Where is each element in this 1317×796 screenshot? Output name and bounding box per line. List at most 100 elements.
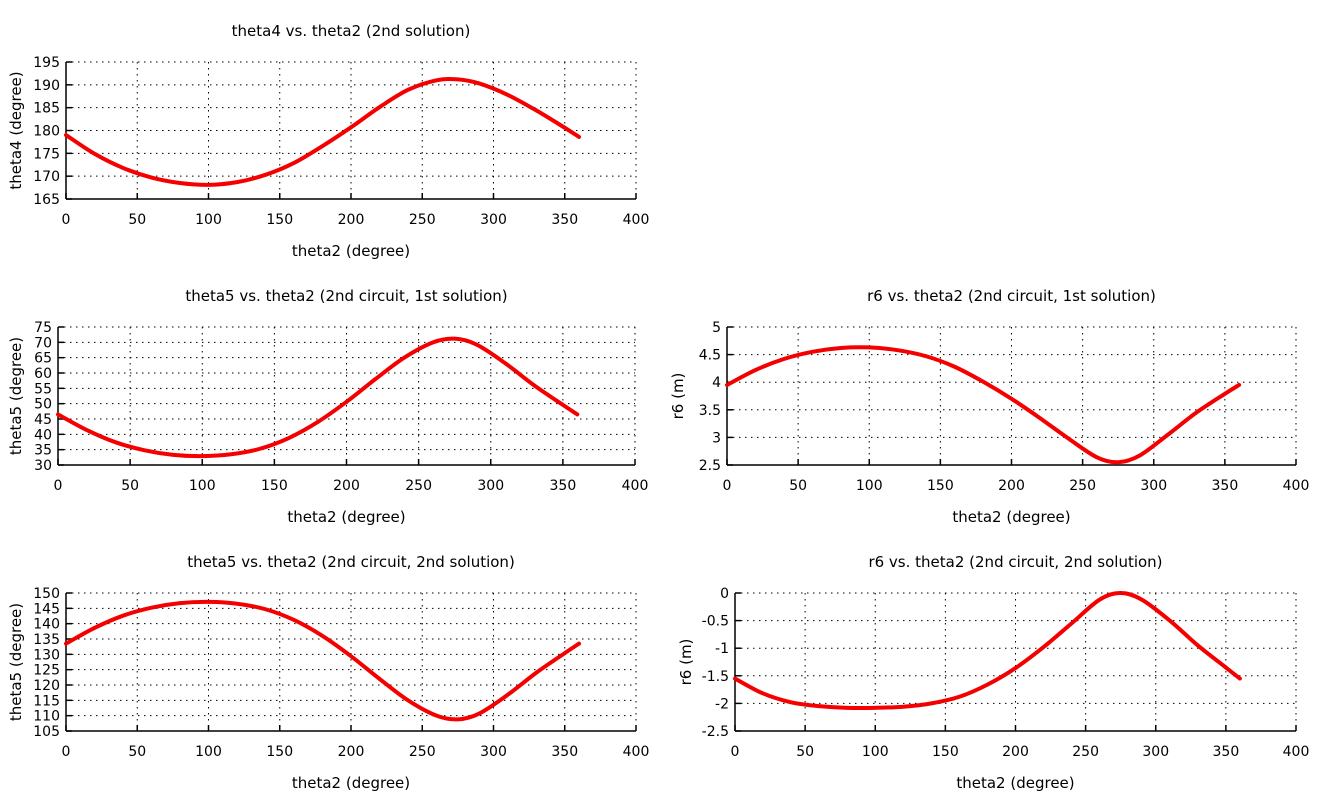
chart-title: theta4 vs. theta2 (2nd solution) — [232, 22, 471, 40]
y-tick-label: 50 — [34, 397, 52, 413]
x-tick-label: 300 — [480, 744, 507, 760]
y-tick-label: 4.5 — [699, 348, 721, 364]
y-axis-label: r6 (m) — [669, 373, 687, 420]
y-tick-label: 45 — [34, 412, 52, 428]
x-tick-label: 350 — [551, 744, 578, 760]
x-tick-label: 350 — [551, 212, 578, 228]
x-tick-label: 0 — [731, 744, 740, 760]
y-tick-label: 70 — [34, 335, 52, 351]
x-axis-label: theta2 (degree) — [952, 508, 1070, 526]
y-tick-label: 185 — [33, 101, 60, 117]
y-tick-label: 120 — [33, 678, 60, 694]
y-tick-label: 170 — [33, 169, 60, 185]
y-tick-label: 40 — [34, 427, 52, 443]
y-tick-label: 125 — [33, 663, 60, 679]
x-tick-label: 250 — [1069, 478, 1096, 494]
chart-title: r6 vs. theta2 (2nd circuit, 1st solution… — [867, 287, 1156, 305]
y-tick-label: 60 — [34, 366, 52, 382]
chart-5: 0 50 100 150 200 250 300 350 400 -2.5 -2 -1.5 -1 -0.5… — [677, 553, 1309, 792]
y-tick-label: 4 — [712, 375, 721, 391]
y-tick-label: 0 — [720, 586, 729, 602]
x-tick-label: 50 — [789, 478, 807, 494]
y-tick-label: 110 — [33, 709, 60, 725]
y-tick-label: 135 — [33, 632, 60, 648]
x-tick-label: 300 — [480, 212, 507, 228]
series-line — [64, 76, 581, 187]
x-tick-label: 100 — [195, 744, 222, 760]
y-tick-label: 5 — [712, 320, 721, 336]
x-tick-label: 300 — [1142, 744, 1169, 760]
y-tick-label: 130 — [33, 647, 60, 663]
series-line — [725, 345, 1242, 465]
x-tick-label: 200 — [338, 744, 365, 760]
x-tick-label: 200 — [338, 212, 365, 228]
x-tick-label: 250 — [405, 478, 432, 494]
x-tick-label: 0 — [54, 478, 63, 494]
y-tick-label: 3.5 — [699, 403, 721, 419]
y-tick-label: 2.5 — [699, 458, 721, 474]
y-tick-label: -1 — [715, 641, 729, 657]
y-tick-label: -0.5 — [702, 614, 729, 630]
x-tick-label: 250 — [409, 212, 436, 228]
chart-title: r6 vs. theta2 (2nd circuit, 2nd solution… — [868, 553, 1162, 571]
x-tick-label: 300 — [1140, 478, 1167, 494]
y-tick-label: 150 — [33, 586, 60, 602]
x-tick-label: 400 — [623, 744, 650, 760]
x-axis-label: theta2 (degree) — [287, 508, 405, 526]
y-tick-label: -2 — [715, 696, 729, 712]
series-line — [56, 336, 580, 459]
y-tick-label: -1.5 — [702, 669, 729, 685]
y-axis-label: theta5 (degree) — [7, 603, 25, 721]
x-tick-label: 400 — [1283, 478, 1310, 494]
y-tick-label: 190 — [33, 78, 60, 94]
y-tick-label: 175 — [33, 146, 60, 162]
y-tick-label: 180 — [33, 124, 60, 140]
y-tick-label: 3 — [712, 430, 721, 446]
y-tick-label: 30 — [34, 458, 52, 474]
x-tick-label: 150 — [261, 478, 288, 494]
y-tick-label: 35 — [34, 443, 52, 459]
x-tick-label: 150 — [932, 744, 959, 760]
x-tick-label: 200 — [998, 478, 1025, 494]
x-tick-label: 300 — [477, 478, 504, 494]
x-tick-label: 150 — [266, 212, 293, 228]
y-tick-label: 145 — [33, 601, 60, 617]
y-tick-label: 165 — [33, 192, 60, 208]
chart-3: 0 50 100 150 200 250 300 350 400 2.5 3 3.5 4 4.5 5 r6 v… — [669, 287, 1309, 526]
chart-title: theta5 vs. theta2 (2nd circuit, 1st solu… — [185, 287, 507, 305]
x-tick-label: 350 — [1212, 478, 1239, 494]
x-tick-label: 100 — [189, 478, 216, 494]
x-tick-label: 200 — [1002, 744, 1029, 760]
x-tick-label: 250 — [409, 744, 436, 760]
series-line — [64, 599, 581, 722]
x-tick-label: 150 — [927, 478, 954, 494]
x-axis-label: theta2 (degree) — [292, 774, 410, 792]
y-tick-label: 55 — [34, 381, 52, 397]
x-tick-label: 350 — [1213, 744, 1240, 760]
x-tick-label: 50 — [128, 212, 146, 228]
x-tick-label: 50 — [121, 478, 139, 494]
x-tick-label: 400 — [1283, 744, 1310, 760]
y-tick-label: -2.5 — [702, 724, 729, 740]
x-tick-label: 0 — [62, 212, 71, 228]
x-tick-label: 400 — [622, 478, 649, 494]
x-tick-label: 0 — [723, 478, 732, 494]
series-line — [733, 591, 1242, 710]
x-tick-label: 50 — [796, 744, 814, 760]
x-tick-label: 0 — [62, 744, 71, 760]
chart-title: theta5 vs. theta2 (2nd circuit, 2nd solu… — [187, 553, 515, 571]
x-tick-label: 400 — [623, 212, 650, 228]
y-tick-label: 115 — [33, 693, 60, 709]
y-axis-label: theta4 (degree) — [7, 71, 25, 189]
chart-4: 0 50 100 150 200 250 300 350 4001051101151201251… — [7, 553, 649, 792]
y-axis-label: r6 (m) — [677, 639, 695, 686]
y-tick-label: 75 — [34, 320, 52, 336]
x-axis-label: theta2 (degree) — [956, 774, 1074, 792]
x-tick-label: 100 — [195, 212, 222, 228]
chart-2: 0 50 100 150 200 250 300 350 4003035404550556065… — [7, 287, 648, 526]
y-tick-label: 65 — [34, 351, 52, 367]
x-axis-label: theta2 (degree) — [292, 242, 410, 260]
x-tick-label: 50 — [128, 744, 146, 760]
y-tick-label: 105 — [33, 724, 60, 740]
